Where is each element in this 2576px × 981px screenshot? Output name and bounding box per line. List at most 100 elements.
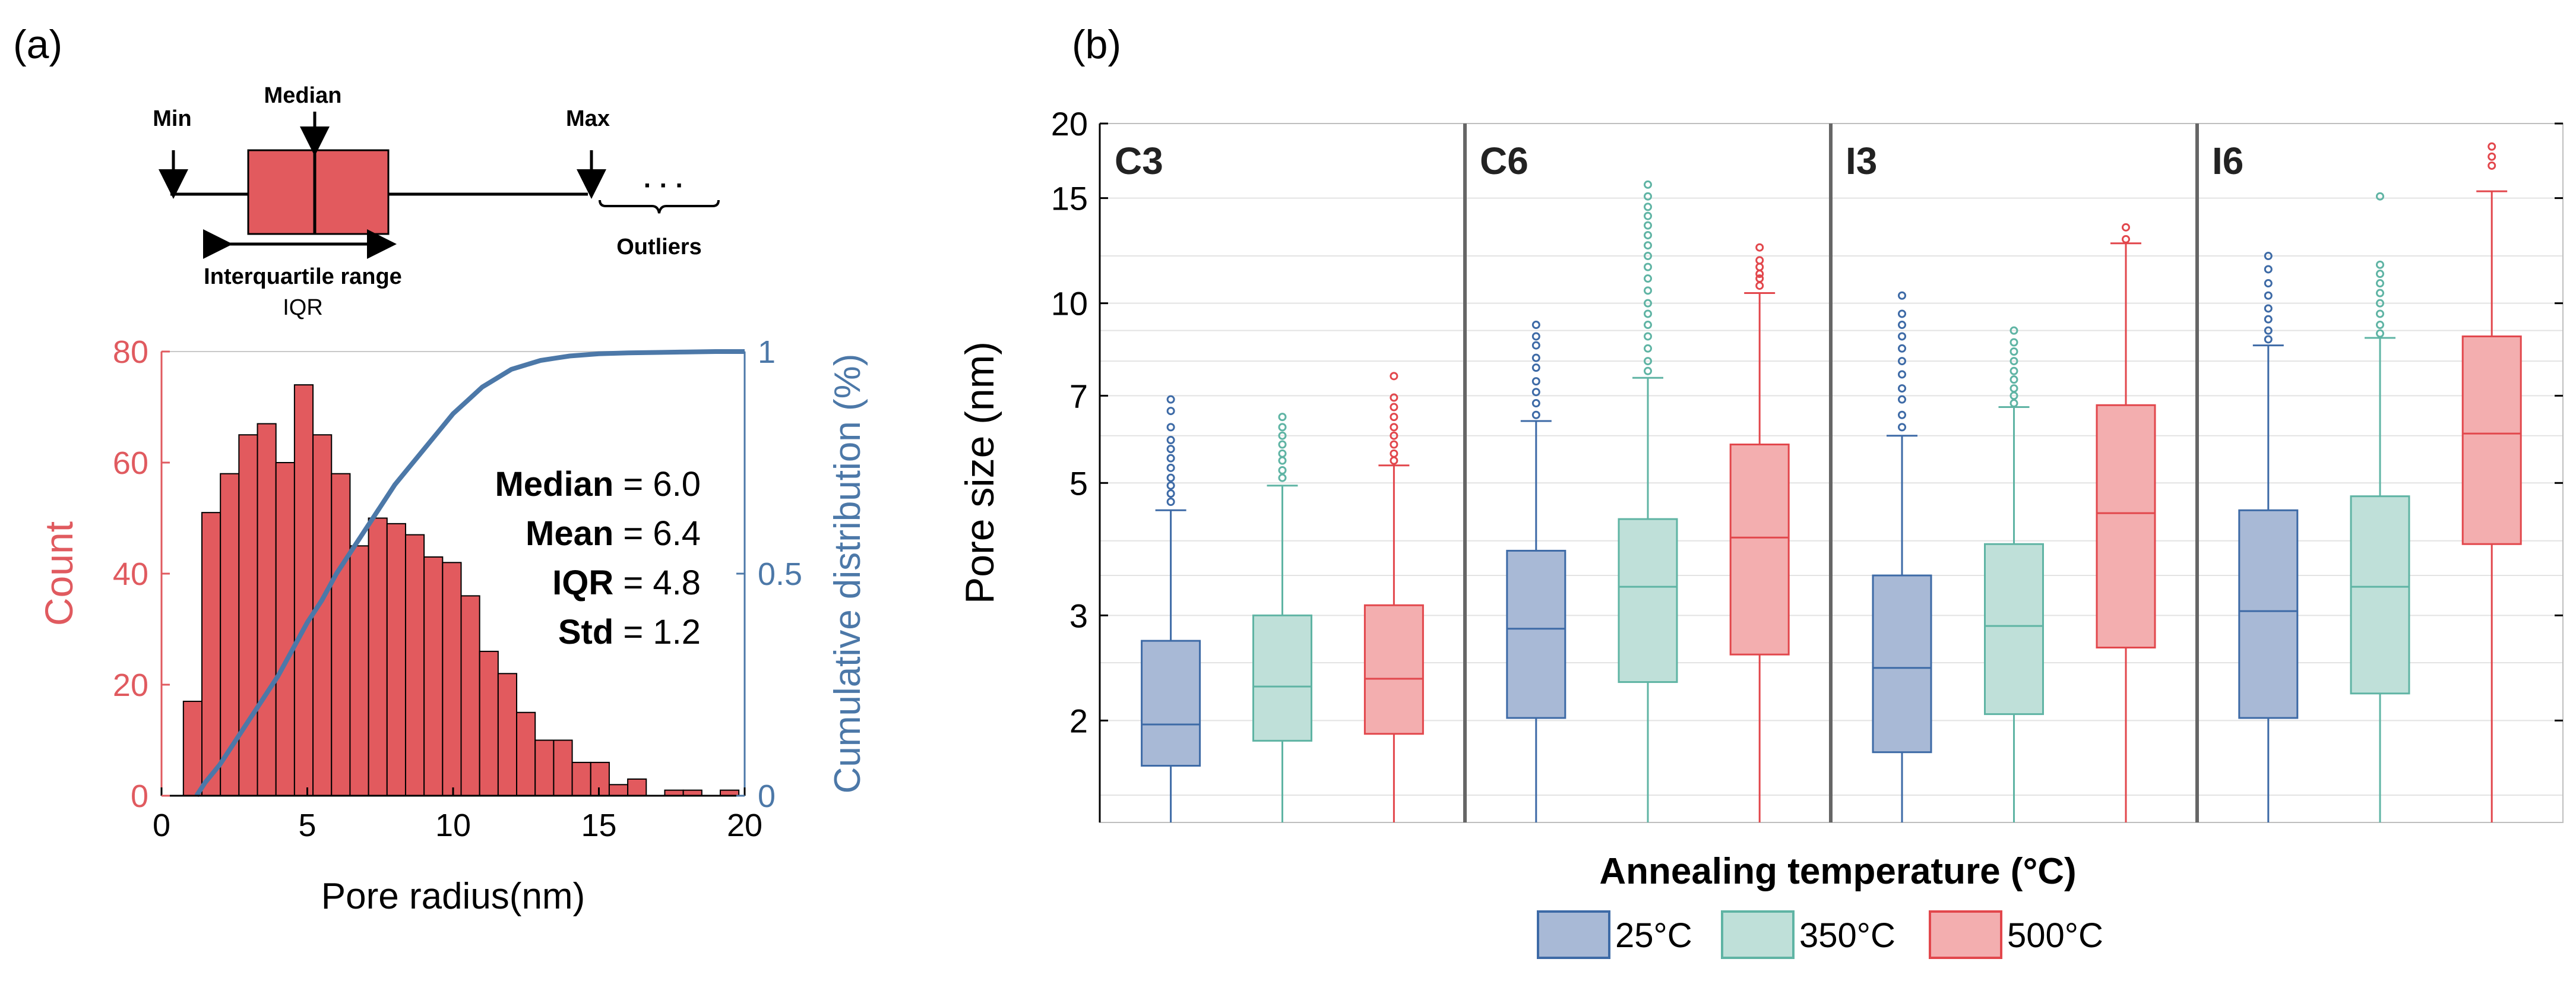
histogram-bar — [627, 778, 647, 796]
outlier-point — [1898, 321, 1907, 330]
outlier-point — [1644, 241, 1652, 250]
histogram-bar — [460, 595, 480, 797]
histogram-bar — [608, 784, 629, 797]
box — [1729, 443, 1790, 656]
outlier-point — [2009, 375, 2018, 384]
y-tick-label: 7 — [1069, 377, 1088, 414]
schematic-box — [247, 149, 390, 235]
histogram-bar — [182, 701, 203, 797]
legend-label: 25°C — [1615, 916, 1692, 955]
outlier-point — [1390, 372, 1398, 381]
stat-std-key: Std — [558, 613, 613, 651]
outlier-point — [1390, 456, 1398, 465]
outlier-point — [2264, 326, 2273, 335]
outlier-point — [1644, 344, 1652, 353]
legend-label: 500°C — [2007, 916, 2103, 955]
outlier-point — [1166, 481, 1175, 490]
outlier-point — [2376, 270, 2384, 279]
outlier-point — [1898, 410, 1907, 419]
y-tick-label: 40 — [113, 556, 148, 592]
histogram-y2-axis-title: Cumulative distribution (%) — [827, 354, 868, 794]
stat-mean-key: Mean — [526, 514, 613, 553]
outlier-dots: · · · — [644, 171, 684, 200]
outlier-point — [1278, 413, 1287, 422]
histogram-bar — [479, 650, 499, 797]
panel-b-label: (b) — [1072, 22, 1121, 67]
outlier-point — [1166, 407, 1175, 416]
outlier-point — [1166, 489, 1175, 498]
x-tick-label: 20 — [727, 808, 762, 843]
max-label: Max — [566, 106, 610, 131]
outliers-brace-icon — [599, 200, 720, 214]
outlier-point — [1390, 423, 1398, 432]
outlier-point — [1755, 274, 1764, 283]
outlier-point — [1166, 463, 1175, 472]
histogram-bar — [386, 523, 406, 796]
outlier-point — [1166, 473, 1175, 482]
outlier-point — [2121, 223, 2130, 232]
histogram-bar — [312, 434, 333, 796]
stats-box: Median = 6.0 Mean = 6.4 IQR = 4.8 Std = … — [495, 465, 701, 651]
group-label: I3 — [1846, 140, 1877, 182]
outlier-point — [2009, 338, 2018, 347]
outlier-point — [1278, 466, 1287, 474]
panel-a-label: (a) — [13, 22, 62, 67]
outlier-point — [1278, 423, 1287, 432]
outlier-point — [2264, 335, 2273, 344]
outlier-point — [2376, 321, 2384, 330]
y-tick-label: 2 — [1069, 702, 1088, 739]
outlier-point — [1644, 192, 1652, 201]
legend-swatch — [1537, 910, 1610, 959]
outlier-point — [2376, 329, 2384, 338]
outlier-point — [1644, 357, 1652, 366]
box — [1363, 604, 1424, 735]
outlier-point — [1390, 413, 1398, 422]
outlier-point — [1390, 449, 1398, 458]
histogram-bar — [442, 562, 462, 796]
outlier-point — [2264, 252, 2273, 261]
stat-median-key: Median — [495, 465, 613, 504]
legend-swatch — [1929, 910, 2002, 959]
outlier-point — [1644, 231, 1652, 240]
outlier-point — [2264, 304, 2273, 313]
svg-text:Std = 1.2: Std = 1.2 — [558, 613, 701, 651]
box — [1506, 549, 1567, 719]
outlier-point — [1278, 440, 1287, 449]
histogram-bar — [590, 761, 610, 797]
x-tick-label: 0 — [153, 808, 170, 843]
outlier-point — [1531, 321, 1540, 330]
boxplot-y-axis-title: Pore size (nm) — [957, 341, 1002, 604]
histogram-bar — [238, 434, 258, 796]
y-tick-label: 60 — [113, 445, 148, 481]
histogram-bar — [534, 739, 555, 796]
outlier-point — [2264, 279, 2273, 288]
outlier-point — [2264, 265, 2273, 274]
histogram-bar — [404, 534, 425, 796]
box — [2461, 335, 2522, 545]
group-label: I6 — [2212, 140, 2243, 182]
outlier-point — [1898, 332, 1907, 341]
outlier-point — [2376, 192, 2384, 201]
box — [1252, 614, 1312, 742]
svg-text:Mean = 6.4: Mean = 6.4 — [526, 514, 701, 553]
legend-swatch — [1721, 910, 1795, 959]
group-label: C3 — [1115, 140, 1163, 182]
x-tick-label: 5 — [298, 808, 316, 843]
histogram-y-axis-title: Count — [37, 521, 81, 626]
outlier-point — [2264, 291, 2273, 300]
outlier-point — [1898, 291, 1907, 300]
outlier-point — [1278, 456, 1287, 465]
y-tick-label: 3 — [1069, 597, 1088, 634]
y-tick-label: 20 — [1051, 105, 1088, 143]
outlier-point — [1755, 262, 1764, 271]
stat-iqr-value: = 4.8 — [613, 564, 701, 602]
y-tick-label: 5 — [1069, 464, 1088, 502]
iqr-label: Interquartile range — [204, 264, 402, 289]
svg-text:Median = 6.0: Median = 6.0 — [495, 465, 701, 504]
outlier-point — [1755, 281, 1764, 290]
outlier-point — [1644, 299, 1652, 308]
outlier-point — [1531, 377, 1540, 386]
outlier-point — [2121, 235, 2130, 243]
outlier-point — [2009, 384, 2018, 393]
